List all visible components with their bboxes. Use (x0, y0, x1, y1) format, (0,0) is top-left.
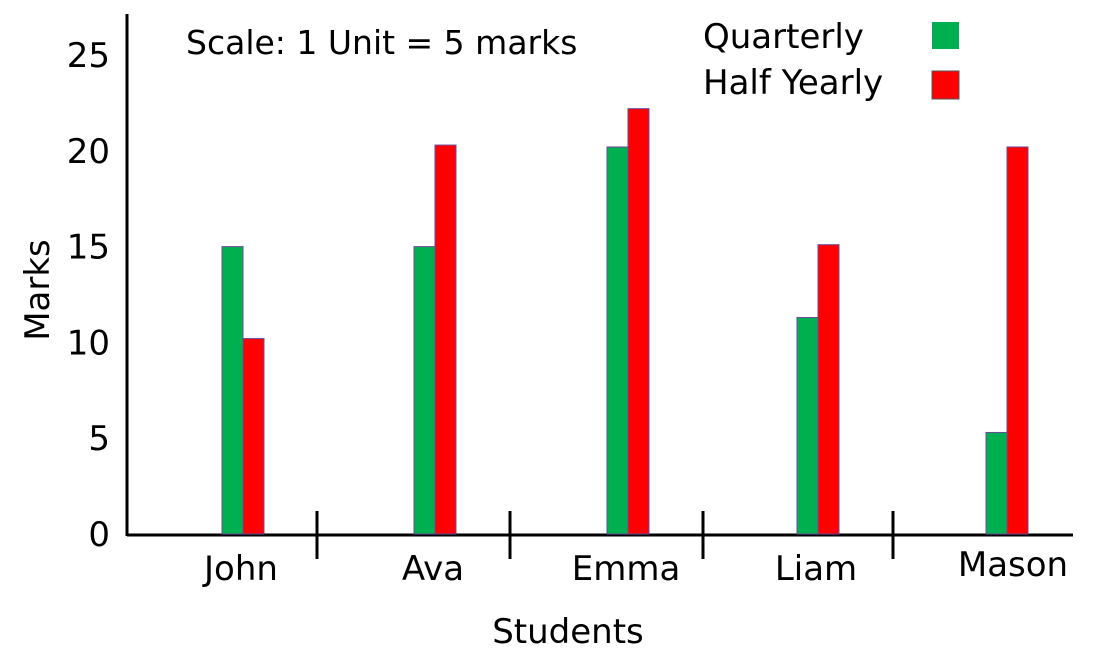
bar-liam-quarterly (796, 316, 819, 535)
bar-liam-half-yearly (817, 244, 840, 535)
category-label-liam: Liam (775, 549, 857, 589)
y-tick-label-20: 20 (67, 132, 110, 172)
category-label-ava: Ava (402, 549, 464, 589)
y-tick-label-10: 10 (67, 323, 110, 363)
bar-emma-quarterly (606, 146, 629, 535)
y-tick-labels: 0 5 10 15 20 25 (67, 36, 110, 555)
bar-john-half-yearly (242, 338, 265, 535)
y-axis-title: Marks (18, 239, 58, 341)
bar-mason-quarterly (985, 431, 1008, 535)
bar-emma-half-yearly (627, 108, 650, 535)
legend-swatch-quarterly (932, 22, 959, 49)
y-tick-label-0: 0 (88, 515, 110, 555)
y-tick-label-25: 25 (67, 36, 110, 76)
y-tick-label-15: 15 (67, 228, 110, 268)
legend-swatch-half-yearly (931, 70, 960, 100)
bars (221, 108, 1029, 535)
category-label-emma: Emma (572, 549, 681, 589)
legend-label-half-yearly: Half Yearly (703, 63, 883, 103)
y-tick-label-5: 5 (88, 419, 110, 459)
category-labels: John Ava Emma Liam Mason (202, 545, 1068, 589)
x-axis-title: Students (492, 612, 644, 652)
legend-label-quarterly: Quarterly (703, 17, 864, 57)
category-label-john: John (202, 549, 278, 589)
bar-john-quarterly (221, 246, 244, 535)
legend: Quarterly Half Yearly (703, 17, 960, 103)
bar-ava-quarterly (413, 246, 436, 535)
category-label-mason: Mason (958, 545, 1068, 585)
bar-mason-half-yearly (1006, 146, 1029, 535)
scale-annotation: Scale: 1 Unit = 5 marks (186, 23, 577, 62)
category-separators (315, 511, 895, 559)
bar-ava-half-yearly (434, 144, 457, 535)
